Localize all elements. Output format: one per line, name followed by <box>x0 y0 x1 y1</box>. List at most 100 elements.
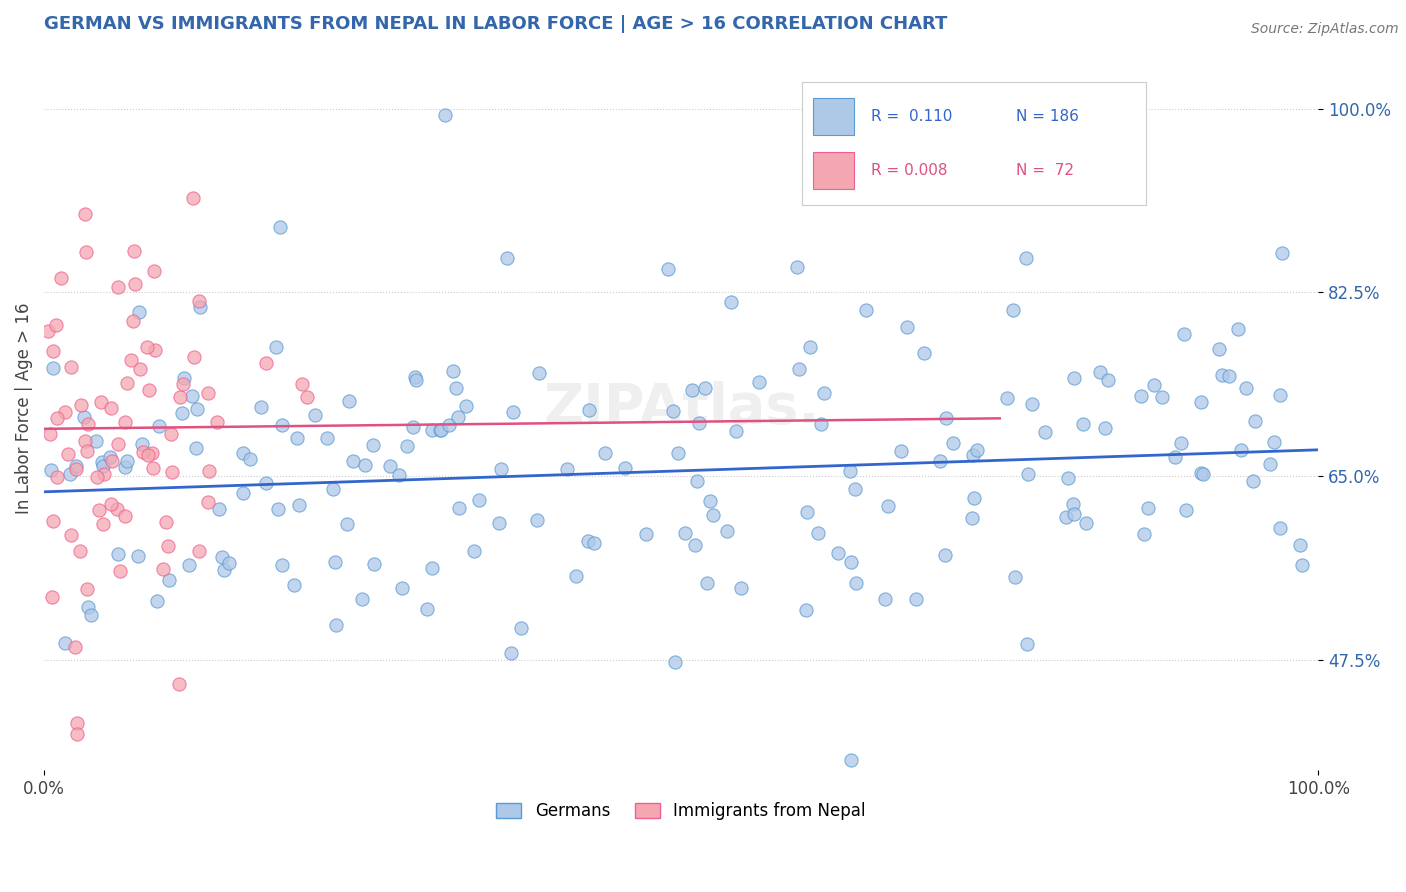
Point <box>877 499 900 513</box>
Point <box>342 454 364 468</box>
Point <box>496 251 519 265</box>
Point <box>935 411 957 425</box>
Point <box>786 260 808 274</box>
Point <box>177 558 200 572</box>
Point <box>1002 303 1025 318</box>
Point <box>69 543 91 558</box>
Point <box>1062 498 1084 512</box>
Point <box>114 460 136 475</box>
Point <box>555 461 578 475</box>
Point <box>1189 395 1212 409</box>
Point <box>1033 425 1056 440</box>
Point <box>942 436 965 450</box>
Point <box>350 592 373 607</box>
Point <box>576 534 599 549</box>
Point <box>65 462 87 476</box>
Point <box>467 492 489 507</box>
Point <box>186 402 208 417</box>
Point <box>724 424 747 438</box>
Point <box>107 547 129 561</box>
Point <box>433 107 456 121</box>
Point <box>115 376 138 391</box>
Point <box>295 390 318 404</box>
Point <box>1133 527 1156 541</box>
Text: Source: ZipAtlas.com: Source: ZipAtlas.com <box>1251 22 1399 37</box>
Point <box>1230 443 1253 458</box>
Point <box>1191 467 1213 482</box>
Point <box>267 502 290 516</box>
Point <box>66 727 89 741</box>
Point <box>1268 388 1291 402</box>
Point <box>963 491 986 505</box>
Point <box>170 406 193 420</box>
Point <box>283 578 305 592</box>
Point <box>46 470 69 484</box>
Point <box>197 495 219 509</box>
Point <box>1226 322 1249 336</box>
Point <box>41 590 63 604</box>
Point <box>904 591 927 606</box>
Point <box>420 560 443 574</box>
Point <box>361 437 384 451</box>
Point <box>1129 389 1152 403</box>
Point <box>444 381 467 395</box>
Point <box>1174 503 1197 517</box>
Point <box>285 431 308 445</box>
Y-axis label: In Labor Force | Age > 16: In Labor Force | Age > 16 <box>15 302 32 514</box>
Point <box>896 320 918 334</box>
Point <box>66 715 89 730</box>
Point <box>614 461 637 475</box>
Point <box>502 404 524 418</box>
Point <box>115 454 138 468</box>
Point <box>270 558 292 572</box>
Point <box>799 340 821 354</box>
Point <box>172 377 194 392</box>
Point <box>1063 370 1085 384</box>
Point <box>666 446 689 460</box>
Point <box>42 514 65 528</box>
Point <box>995 391 1018 405</box>
Point <box>1071 417 1094 431</box>
Point <box>218 556 240 570</box>
Point <box>38 426 60 441</box>
Point <box>59 467 82 481</box>
Point <box>152 561 174 575</box>
Point <box>429 423 451 437</box>
Point <box>794 603 817 617</box>
Point <box>65 459 87 474</box>
Point <box>1208 343 1230 357</box>
Point <box>148 419 170 434</box>
Point <box>270 417 292 432</box>
Point <box>323 555 346 569</box>
Point <box>76 582 98 596</box>
Point <box>378 458 401 473</box>
Point <box>1189 466 1212 480</box>
Point <box>325 618 347 632</box>
Point <box>844 482 866 496</box>
Point <box>1218 368 1240 383</box>
Point <box>439 417 461 432</box>
Point <box>90 395 112 409</box>
Point <box>93 517 115 532</box>
Point <box>1057 471 1080 485</box>
Point <box>699 494 721 508</box>
Point <box>114 508 136 523</box>
Point <box>232 446 254 460</box>
Point <box>578 402 600 417</box>
Point <box>49 271 72 285</box>
Point <box>796 505 818 519</box>
Point <box>1271 246 1294 260</box>
Point <box>526 513 548 527</box>
Point <box>855 303 877 318</box>
Point <box>53 636 76 650</box>
Point <box>142 461 165 475</box>
Point <box>160 465 183 479</box>
Point <box>208 502 231 516</box>
Point <box>1260 457 1282 471</box>
Point <box>716 524 738 538</box>
Point <box>488 516 510 530</box>
Point <box>132 445 155 459</box>
Point <box>90 455 112 469</box>
Point <box>107 280 129 294</box>
Point <box>1076 516 1098 530</box>
